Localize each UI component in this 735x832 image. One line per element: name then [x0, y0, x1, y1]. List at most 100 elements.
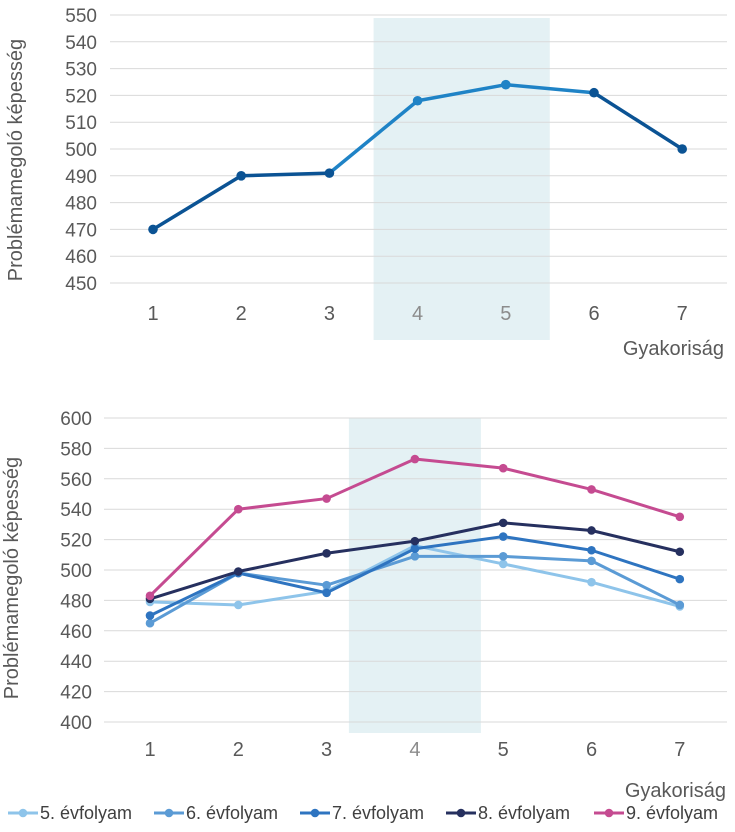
chart-bottom-data-point	[675, 512, 685, 522]
chart-top-series-segment	[504, 82, 596, 95]
chart-bottom-y-tick-label: 540	[60, 500, 92, 521]
chart-bottom-series-7-vfolyam	[145, 532, 685, 620]
chart-bottom-y-tick-label: 400	[60, 713, 92, 734]
chart-bottom-y-tick-label: 500	[60, 561, 92, 582]
chart-bottom-data-point	[675, 600, 685, 610]
chart-bottom-data-point	[410, 536, 420, 546]
chart-top-series-series-0	[148, 79, 687, 235]
chart-bottom-series-segment	[590, 559, 682, 607]
chart-top-x-tick-label: 4	[412, 303, 423, 325]
chart-top-x-tick-label: 6	[588, 303, 599, 325]
chart-bottom-y-tick-label: 600	[60, 409, 92, 430]
chart-bottom-data-point	[145, 611, 155, 620]
chart-top-frequency-vs-ability: Problémamegoló képesség Gyakoriság 45046…	[5, 6, 727, 360]
chart-bottom-x-axis-title: Gyakoriság	[625, 780, 726, 802]
chart-bottom-series-segment	[590, 580, 682, 608]
chart-bottom-series-8-vfolyam	[145, 518, 685, 604]
chart-bottom-x-tick-label: 6	[586, 739, 597, 761]
legend-label: 8. évfolyam	[478, 803, 570, 823]
chart-top-x-tick-label: 3	[324, 303, 335, 325]
legend-swatch-marker	[310, 808, 320, 818]
chart-bottom-data-point	[498, 559, 508, 569]
chart-bottom-series-segment	[501, 535, 593, 552]
chart-top-y-tick-label: 550	[65, 6, 97, 27]
chart-bottom-y-tick-label: 560	[60, 470, 92, 491]
chart-bottom-y-axis-title: Problémamegoló képesség	[1, 457, 23, 699]
chart-bottom-y-tick-label: 520	[60, 531, 92, 552]
chart-bottom-series-segment	[236, 497, 329, 511]
chart-bottom-series-segment	[148, 600, 240, 607]
chart-bottom-y-tick-label: 460	[60, 622, 92, 643]
chart-bottom-series-segment	[236, 571, 329, 595]
chart-bottom-x-tick-label: 1	[144, 739, 155, 761]
legend-item-9-vfolyam: 9. évfolyam	[594, 803, 718, 823]
chart-top-y-tick-label: 540	[65, 33, 97, 54]
chart-top-y-tick-label: 500	[65, 140, 97, 161]
chart-top-data-point	[412, 95, 423, 106]
chart-bottom-data-point	[145, 591, 155, 601]
chart-bottom-highlight-band	[348, 418, 481, 733]
chart-bottom-series-segment	[325, 539, 417, 555]
chart-top-series-segment	[415, 82, 508, 103]
chart-bottom-series-segment	[413, 457, 505, 470]
chart-bottom-x-tick-label: 7	[674, 739, 685, 761]
chart-bottom-data-point	[322, 580, 331, 590]
chart-top-y-tick-label: 460	[65, 247, 97, 268]
legend-item-7-vfolyam: 7. évfolyam	[300, 803, 424, 823]
chart-top-y-tick-label: 470	[65, 220, 97, 241]
legend-label: 9. évfolyam	[626, 803, 718, 823]
chart-top-series-segment	[592, 90, 684, 151]
chart-bottom-data-point	[410, 544, 420, 554]
chart-bottom-data-point	[410, 454, 420, 464]
chart-bottom-data-point	[498, 552, 508, 561]
chart-top-y-axis-title: Problémamegoló képesség	[5, 39, 27, 281]
chart-bottom-series-segment	[413, 521, 505, 543]
legend-label: 7. évfolyam	[332, 803, 424, 823]
chart-bottom-data-point	[675, 574, 685, 584]
chart-bottom-series-segment	[148, 570, 240, 601]
chart-top-y-tick-label: 490	[65, 167, 97, 188]
chart-bottom-data-point	[587, 485, 596, 494]
chart-bottom-y-tick-label: 580	[60, 439, 92, 460]
chart-top-data-point	[501, 79, 511, 90]
chart-top-x-tick-label: 7	[677, 303, 688, 325]
chart-top-highlight-band	[373, 18, 550, 340]
chart-top-data-point	[589, 87, 599, 98]
chart-bottom-data-point	[234, 504, 243, 514]
chart-bottom-series-segment	[236, 589, 329, 607]
chart-bottom-data-point	[234, 600, 243, 610]
chart-top-y-tick-label: 450	[65, 274, 97, 295]
chart-bottom-x-tick-label: 3	[321, 739, 332, 761]
chart-bottom-series-segment	[236, 551, 329, 574]
chart-top-y-tick-label: 510	[65, 113, 97, 134]
legend-label: 5. évfolyam	[40, 803, 132, 823]
chart-bottom-x-tick-label: 2	[233, 739, 244, 761]
chart-bottom-y-tick-label: 440	[60, 652, 92, 673]
chart-bottom-series-segment	[413, 535, 505, 551]
chart-bottom-series-segment	[590, 548, 682, 581]
legend-item-8-vfolyam: 8. évfolyam	[446, 803, 570, 823]
chart-bottom-data-point	[498, 532, 508, 541]
chart-bottom-data-point	[322, 494, 331, 503]
chart-top-y-tick-label: 480	[65, 194, 97, 215]
chart-bottom-data-point	[322, 588, 331, 598]
chart-top-x-tick-label: 2	[236, 303, 247, 325]
chart-bottom-data-point	[498, 518, 508, 528]
legend-item-5-vfolyam: 5. évfolyam	[8, 803, 132, 823]
chart-bottom-data-point	[234, 567, 243, 576]
chart-top-series-segment	[327, 99, 420, 175]
chart-bottom-series-segment	[501, 466, 593, 491]
chart-bottom-data-point	[587, 545, 596, 555]
chart-bottom-series-segment	[501, 554, 593, 563]
chart-bottom-data-point	[410, 552, 420, 561]
chart-bottom-series-segment	[148, 507, 240, 598]
chart-bottom-y-tick-label: 420	[60, 683, 92, 704]
legend-swatch-marker	[604, 808, 614, 818]
chart-top-y-tick-label: 520	[65, 86, 97, 107]
chart-bottom-data-point	[145, 618, 155, 628]
chart-top-data-point	[236, 171, 246, 181]
chart-bottom-series-9-vfolyam	[145, 454, 685, 601]
chart-top-data-point	[148, 224, 158, 235]
legend-swatch-marker	[456, 808, 466, 818]
